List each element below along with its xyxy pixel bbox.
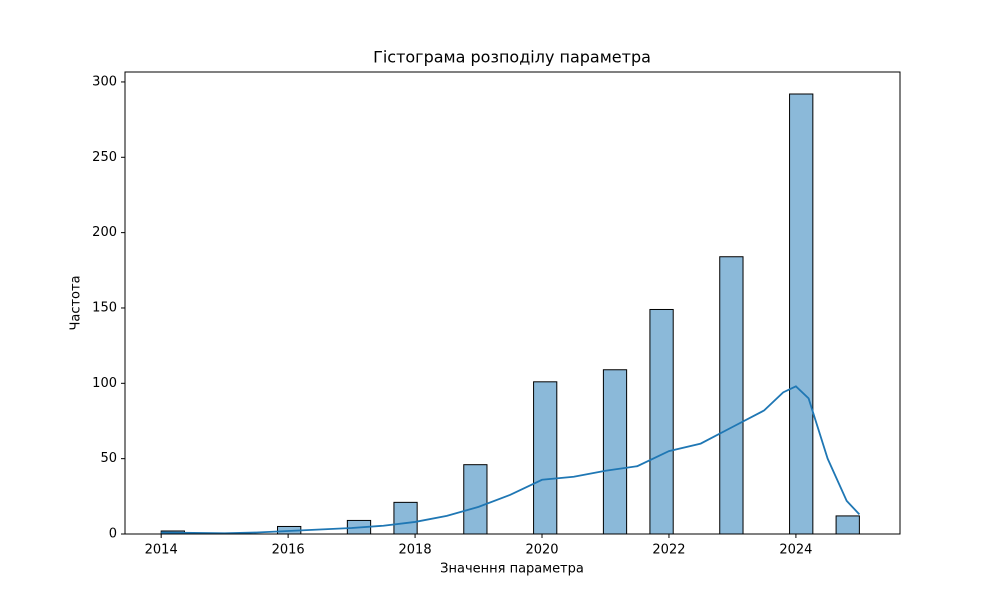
- bar: [649, 308, 674, 535]
- y-tick-label: 200: [92, 225, 117, 240]
- chart-title: Гістограма розподілу параметра: [373, 48, 651, 67]
- bar: [602, 369, 628, 535]
- x-tick-label: 2022: [652, 543, 685, 558]
- bar: [835, 515, 860, 535]
- y-tick-label: 150: [92, 300, 117, 315]
- y-tick-label: 100: [92, 376, 117, 391]
- y-axis-label: Частота: [69, 275, 84, 330]
- x-tick-label: 2016: [272, 543, 305, 558]
- plot-frame: [124, 71, 901, 535]
- x-tick-label: 2024: [779, 543, 812, 558]
- y-tick-label: 50: [100, 451, 117, 466]
- y-tick-label: 300: [92, 74, 117, 89]
- y-tick-label: 250: [92, 150, 117, 165]
- x-axis-label: Значення параметра: [440, 562, 584, 577]
- y-tick-label: 0: [109, 527, 117, 542]
- bar: [393, 501, 418, 535]
- kde-line: [161, 385, 861, 535]
- bar: [789, 93, 814, 535]
- bar: [719, 256, 744, 535]
- x-tick-label: 2014: [145, 543, 178, 558]
- bar: [533, 381, 558, 535]
- x-tick-label: 2018: [399, 543, 432, 558]
- bar: [463, 464, 488, 535]
- x-tick-label: 2020: [525, 543, 558, 558]
